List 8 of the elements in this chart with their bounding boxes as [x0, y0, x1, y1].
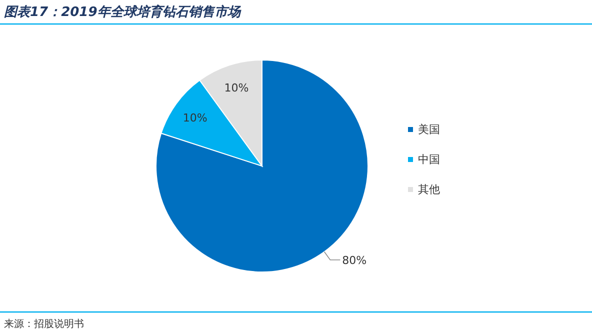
data-label: 10% — [182, 111, 208, 124]
legend-label: 美国 — [418, 123, 440, 136]
data-label: 10% — [224, 81, 249, 94]
legend-label: 其他 — [418, 183, 440, 196]
source-note: 来源：招股说明书 — [4, 318, 84, 330]
title: 图表17：2019年全球培育钻石销售市场 — [4, 5, 240, 20]
data-label: 80% — [342, 254, 367, 267]
legend-label: 中国 — [418, 153, 440, 166]
